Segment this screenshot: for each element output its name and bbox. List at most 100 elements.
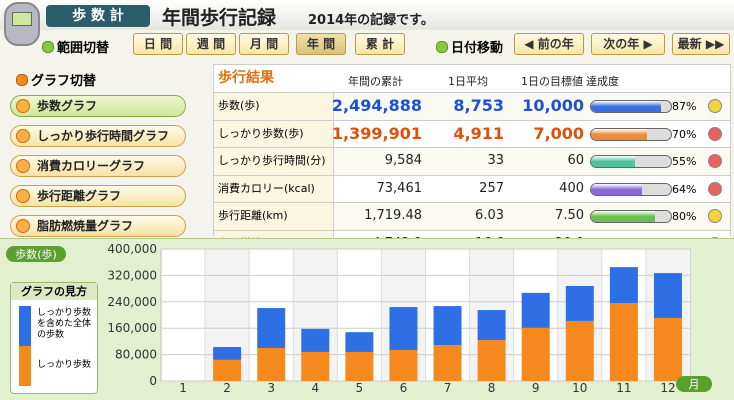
face-icon <box>708 209 722 223</box>
bar-segment <box>345 351 374 381</box>
bar-segment <box>609 303 638 381</box>
bar-segment <box>433 345 462 381</box>
x-tick-label: 6 <box>400 381 408 395</box>
bar-segment <box>477 310 506 341</box>
bar-segment <box>301 351 330 381</box>
y-tick-label: 400,000 <box>107 242 157 256</box>
bar-segment <box>301 328 330 352</box>
table-row: しっかり歩数(歩) 1,399,901 4,911 7,000 70% <box>214 119 730 147</box>
face-icon <box>708 154 722 168</box>
progress-track <box>590 155 672 168</box>
x-axis-label: 月 <box>689 378 700 391</box>
date-nav-button[interactable]: ◀ 前の年 <box>514 33 584 55</box>
result-table: 歩行結果 年間の累計 1日平均 1日の目標値 達成度 歩数(歩) 2,494,888 8,75… <box>213 64 731 257</box>
legend-text: しっかり歩数を含めた全体の歩数 <box>37 308 92 340</box>
y-tick-label: 320,000 <box>107 268 157 282</box>
badge: 歩 数 計 <box>46 5 150 27</box>
device-screen <box>12 12 32 26</box>
percent-label: 64% <box>672 182 697 196</box>
range-button[interactable]: 累 計 <box>355 33 405 55</box>
y-axis-label: 歩数(歩) <box>15 247 57 261</box>
bar-segment <box>389 349 418 381</box>
column-header: 達成度 <box>586 75 619 88</box>
row-target: 10,000 <box>522 96 584 115</box>
range-button[interactable]: 日 間 <box>133 33 183 55</box>
graph-button[interactable]: 歩数グラフ <box>10 95 186 117</box>
x-tick-label: 8 <box>488 381 496 395</box>
row-total: 2,494,888 <box>331 96 422 115</box>
bar-segment <box>213 359 242 381</box>
percent-label: 80% <box>672 210 697 223</box>
legend-swatch <box>19 306 31 346</box>
row-average: 4,911 <box>453 123 504 143</box>
device-icon <box>4 2 40 46</box>
progress-bar <box>591 183 643 195</box>
x-tick-label: 5 <box>356 381 364 395</box>
row-total: 73,461 <box>376 180 423 196</box>
bar-segment <box>257 348 286 381</box>
progress-track <box>590 210 672 223</box>
progress-bar <box>591 156 635 167</box>
face-icon <box>708 99 722 113</box>
y-tick-label: 240,000 <box>107 295 157 309</box>
row-label: 消費カロリー(kcal) <box>214 175 334 202</box>
table-row: 歩行距離(km) 1,719.48 6.03 7.50 80% <box>214 202 730 230</box>
graph-button[interactable]: 歩行距離グラフ <box>10 185 186 207</box>
y-tick-label: 0 <box>149 374 157 388</box>
range-label-text: 範囲切替 <box>57 41 110 56</box>
progress-track <box>590 127 672 141</box>
row-total: 1,719.48 <box>364 208 422 223</box>
page-note: 2014年の記録です。 <box>308 13 434 28</box>
range-button[interactable]: 年 間 <box>296 33 346 55</box>
row-label: しっかり歩行時間(分) <box>214 148 334 175</box>
table-row: 歩数(歩) 2,494,888 8,753 10,000 87% <box>214 92 730 120</box>
x-tick-label: 9 <box>532 381 540 395</box>
bar-segment <box>521 327 550 381</box>
row-target: 7.50 <box>555 208 584 223</box>
row-target: 7,000 <box>533 123 584 143</box>
bar-segment <box>389 307 418 350</box>
range-button[interactable]: 月 間 <box>239 33 289 55</box>
x-tick-label: 2 <box>223 381 231 395</box>
legend-swatch <box>19 346 31 386</box>
bar-segment <box>653 273 682 318</box>
row-total: 1,399,901 <box>331 123 422 143</box>
percent-label: 55% <box>672 155 697 168</box>
x-tick-label: 10 <box>572 381 587 395</box>
date-nav-button[interactable]: 次の年 ▶ <box>591 33 665 55</box>
date-nav-label: 日付移動 <box>436 37 503 56</box>
bar-segment <box>565 285 594 321</box>
bar-segment <box>521 292 550 328</box>
bar-segment <box>609 267 638 304</box>
table-row: しっかり歩行時間(分) 9,584 33 60 55% <box>214 147 730 175</box>
column-header: 1日の目標値 <box>521 75 583 88</box>
graph-switch-label: グラフ切替 <box>16 70 96 89</box>
progress-bar <box>591 128 647 140</box>
graph-button[interactable]: 脂肪燃焼量グラフ <box>10 215 186 237</box>
row-average: 33 <box>487 153 504 168</box>
graph-button[interactable]: 消費カロリーグラフ <box>10 155 186 177</box>
progress-bar <box>591 211 655 222</box>
x-tick-label: 11 <box>616 381 631 395</box>
bar-segment <box>213 347 242 360</box>
legend-text: しっかり歩数 <box>37 360 92 370</box>
y-label-pill <box>6 246 66 262</box>
date-nav-button[interactable]: 最新 ▶▶ <box>672 33 730 55</box>
row-average: 8,753 <box>453 96 504 115</box>
bar-segment <box>477 340 506 381</box>
range-label: 範囲切替 <box>42 37 109 56</box>
row-label: しっかり歩数(歩) <box>214 120 334 147</box>
graph-button[interactable]: しっかり歩行時間グラフ <box>10 125 186 147</box>
y-tick-label: 80,000 <box>115 348 157 362</box>
range-button[interactable]: 週 間 <box>186 33 236 55</box>
progress-bar <box>591 101 661 112</box>
row-target: 60 <box>567 153 584 168</box>
percent-label: 70% <box>672 127 697 141</box>
bar-segment <box>433 306 462 346</box>
bar-segment <box>257 308 286 348</box>
percent-label: 87% <box>672 100 697 113</box>
progress-track <box>590 182 672 196</box>
face-icon <box>708 126 722 141</box>
